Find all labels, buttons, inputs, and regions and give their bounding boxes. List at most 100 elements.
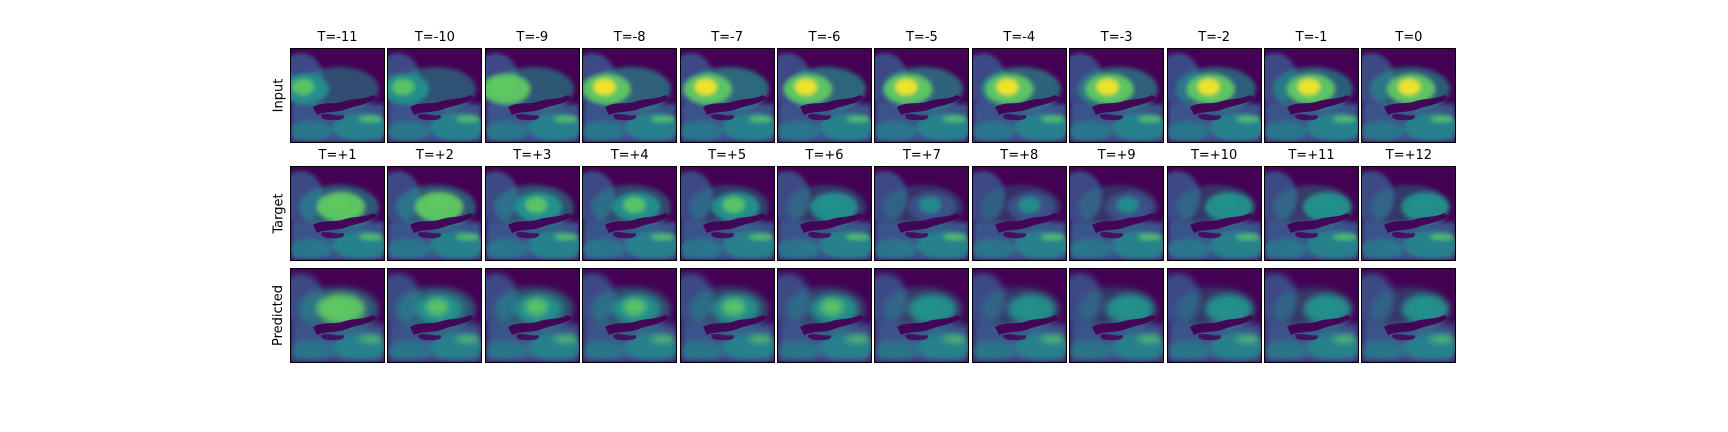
row-label-target: Target xyxy=(271,166,287,260)
panel-title: T=+12 xyxy=(1385,148,1433,163)
panel-title: T=0 xyxy=(1395,30,1423,45)
panel-title: T=+6 xyxy=(805,148,844,163)
heatmap-image xyxy=(388,49,482,142)
panel-title: T=-1 xyxy=(1295,30,1328,45)
heatmap-panel xyxy=(777,48,872,143)
heatmap-image xyxy=(972,49,1066,142)
heatmap-image xyxy=(485,49,579,142)
heatmap-image xyxy=(583,49,677,142)
heatmap-panel xyxy=(484,268,580,363)
panel-title: T=-6 xyxy=(808,30,841,45)
heatmap-panel xyxy=(387,166,483,261)
panel-title: T=+10 xyxy=(1190,148,1238,163)
panel-title: T=-8 xyxy=(613,30,646,45)
row-label-text: Predicted xyxy=(271,284,287,346)
heatmap-image xyxy=(1167,167,1261,260)
heatmap-panel xyxy=(1166,48,1262,143)
heatmap-image xyxy=(778,49,871,142)
heatmap-panel xyxy=(777,166,872,261)
heatmap-image xyxy=(1362,167,1456,260)
heatmap-image xyxy=(291,269,384,362)
heatmap-panel xyxy=(1361,166,1457,261)
heatmap-panel xyxy=(290,268,385,363)
panel-title: T=-2 xyxy=(1198,30,1230,45)
panel-title: T=-5 xyxy=(905,30,938,45)
panel-title: T=-4 xyxy=(1003,30,1036,45)
heatmap-panel xyxy=(387,48,483,143)
panel-title: T=+2 xyxy=(415,148,454,163)
heatmap-panel xyxy=(1264,268,1359,363)
heatmap-panel xyxy=(1264,166,1359,261)
heatmap-panel xyxy=(387,268,483,363)
heatmap-image xyxy=(485,167,579,260)
heatmap-image xyxy=(778,269,871,362)
heatmap-image xyxy=(291,49,384,142)
heatmap-image xyxy=(1070,49,1164,142)
heatmap-image xyxy=(875,49,969,142)
heatmap-image xyxy=(1362,49,1456,142)
heatmap-image xyxy=(1070,269,1164,362)
panel-title: T=-3 xyxy=(1100,30,1133,45)
row-label-predicted: Predicted xyxy=(271,268,287,362)
heatmap-image xyxy=(291,167,384,260)
heatmap-image xyxy=(680,49,774,142)
panel-title: T=-10 xyxy=(414,30,455,45)
heatmap-image xyxy=(388,167,482,260)
heatmap-image xyxy=(1070,167,1164,260)
heatmap-panel xyxy=(582,268,678,363)
row-label-input: Input xyxy=(271,48,287,142)
heatmap-panel xyxy=(971,268,1067,363)
heatmap-panel xyxy=(582,166,678,261)
heatmap-panel xyxy=(1069,48,1165,143)
heatmap-image xyxy=(388,269,482,362)
heatmap-panel xyxy=(290,166,385,261)
heatmap-panel xyxy=(874,166,970,261)
heatmap-panel xyxy=(777,268,872,363)
heatmap-panel xyxy=(679,268,775,363)
heatmap-image xyxy=(583,167,677,260)
heatmap-image xyxy=(1167,269,1261,362)
heatmap-panel xyxy=(874,268,970,363)
heatmap-image xyxy=(485,269,579,362)
heatmap-image xyxy=(1265,49,1358,142)
heatmap-image xyxy=(680,167,774,260)
heatmap-image xyxy=(583,269,677,362)
heatmap-image xyxy=(972,269,1066,362)
heatmap-panel xyxy=(1166,166,1262,261)
heatmap-panel xyxy=(484,166,580,261)
panel-title: T=+11 xyxy=(1288,148,1335,163)
heatmap-image xyxy=(1167,49,1261,142)
heatmap-panel xyxy=(290,48,385,143)
panel-title: T=-7 xyxy=(711,30,743,45)
heatmap-image xyxy=(875,269,969,362)
row-label-text: Input xyxy=(271,78,287,112)
heatmap-panel xyxy=(971,166,1067,261)
heatmap-panel xyxy=(1069,166,1165,261)
panel-title: T=+8 xyxy=(1000,148,1039,163)
panel-title: T=+4 xyxy=(610,148,649,163)
panel-title: T=+3 xyxy=(513,148,552,163)
heatmap-image xyxy=(680,269,774,362)
heatmap-panel xyxy=(971,48,1067,143)
heatmap-panel xyxy=(1069,268,1165,363)
panel-title: T=-11 xyxy=(317,30,358,45)
panel-title: T=-9 xyxy=(516,30,549,45)
row-label-text: Target xyxy=(271,192,287,234)
heatmap-panel xyxy=(1361,268,1457,363)
heatmap-panel xyxy=(1361,48,1457,143)
panel-title: T=+9 xyxy=(1097,148,1136,163)
heatmap-panel xyxy=(679,166,775,261)
heatmap-image xyxy=(1362,269,1456,362)
heatmap-panel xyxy=(484,48,580,143)
heatmap-image xyxy=(778,167,871,260)
heatmap-image xyxy=(1265,269,1358,362)
heatmap-panel xyxy=(874,48,970,143)
panel-title: T=+1 xyxy=(318,148,357,163)
heatmap-panel xyxy=(582,48,678,143)
heatmap-panel xyxy=(1264,48,1359,143)
panel-title: T=+7 xyxy=(902,148,941,163)
heatmap-image xyxy=(875,167,969,260)
heatmap-image xyxy=(1265,167,1358,260)
heatmap-panel xyxy=(1166,268,1262,363)
